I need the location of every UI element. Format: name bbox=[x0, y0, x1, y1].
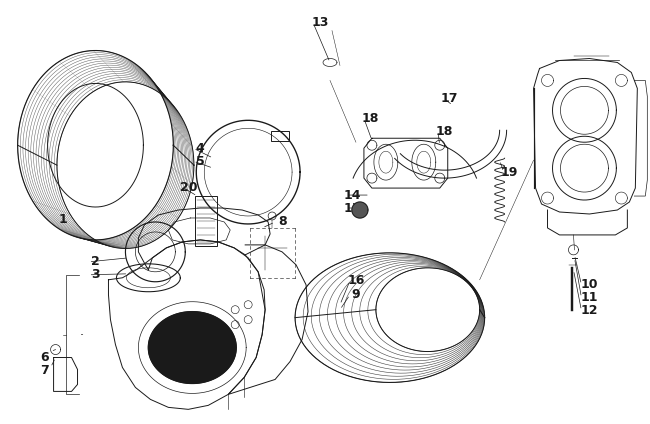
Text: 18: 18 bbox=[361, 112, 378, 125]
Text: 3: 3 bbox=[91, 268, 100, 281]
Bar bbox=[271, 131, 289, 141]
Text: 16: 16 bbox=[347, 274, 365, 287]
Text: 4: 4 bbox=[196, 142, 205, 155]
Text: 20: 20 bbox=[179, 181, 197, 194]
Text: 12: 12 bbox=[580, 304, 598, 317]
Bar bbox=[195, 196, 217, 246]
Text: 8: 8 bbox=[278, 215, 287, 229]
Text: 17: 17 bbox=[441, 92, 458, 105]
Text: 13: 13 bbox=[311, 16, 329, 29]
Text: 11: 11 bbox=[580, 291, 598, 304]
Text: 14: 14 bbox=[343, 189, 361, 201]
Text: 19: 19 bbox=[501, 166, 518, 179]
Text: 1: 1 bbox=[58, 213, 67, 226]
Polygon shape bbox=[148, 312, 236, 383]
Text: 2: 2 bbox=[91, 255, 100, 268]
Text: 18: 18 bbox=[436, 125, 454, 138]
Text: 15: 15 bbox=[343, 201, 361, 215]
Text: 6: 6 bbox=[40, 351, 49, 364]
Polygon shape bbox=[352, 202, 368, 218]
Text: 10: 10 bbox=[580, 278, 598, 291]
Text: 9: 9 bbox=[352, 288, 360, 301]
Text: 7: 7 bbox=[40, 364, 49, 377]
Text: 5: 5 bbox=[196, 155, 205, 167]
